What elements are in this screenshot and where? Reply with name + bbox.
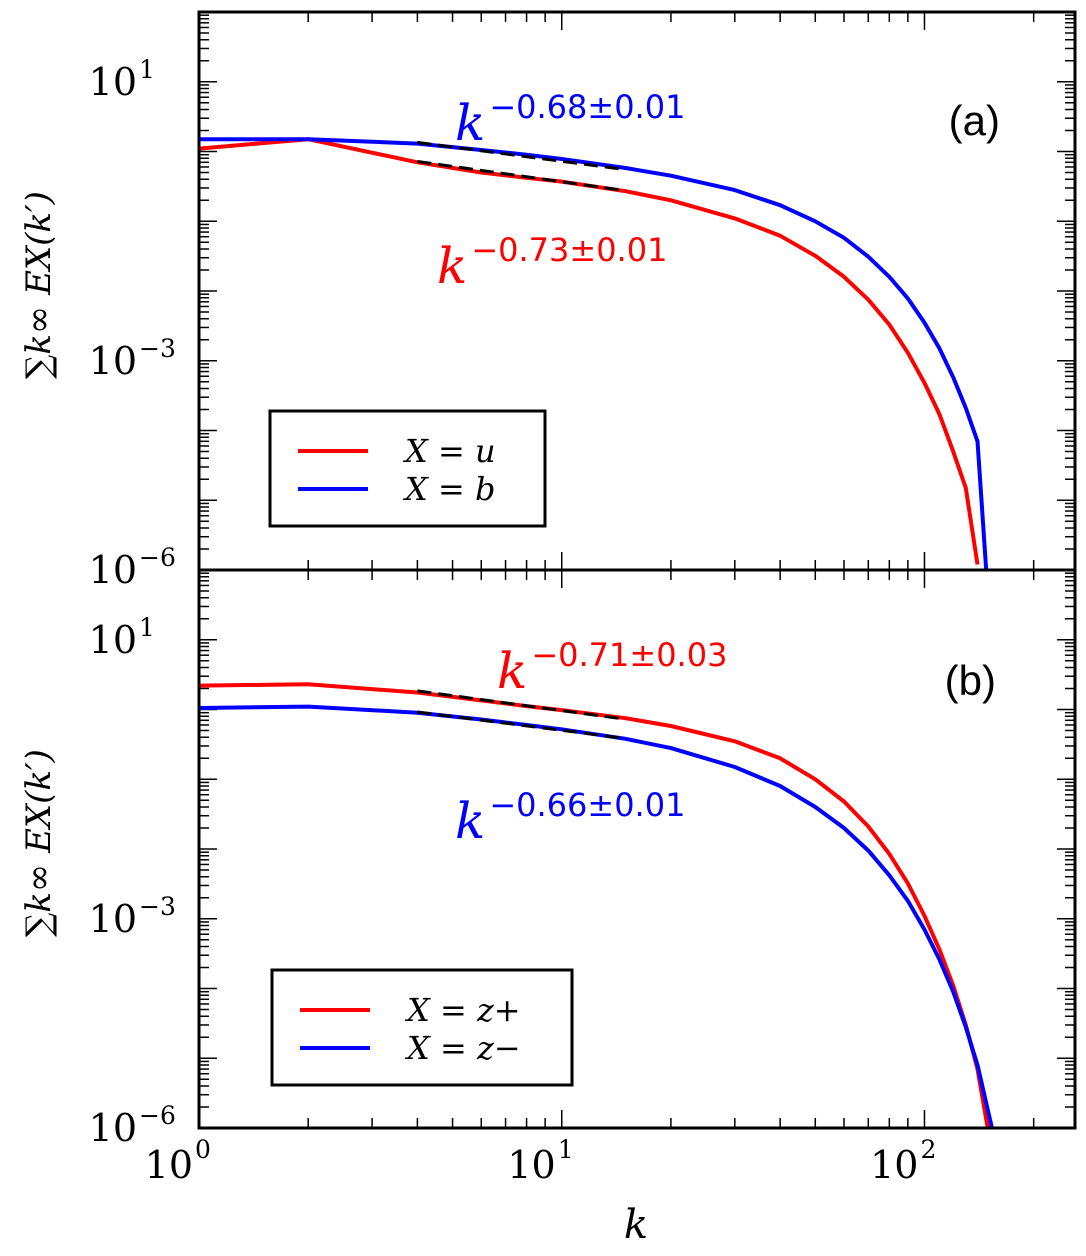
- legend-label-2: X = z−: [404, 1029, 521, 1067]
- series-group: [199, 137, 989, 570]
- fit-annotation-2: k −0.66±0.01: [455, 786, 685, 850]
- fit-annotation-base: k: [455, 792, 485, 850]
- y-tick-label-exponent: −6: [139, 1101, 176, 1130]
- legend-box: [270, 968, 574, 1087]
- x-axis-label: k: [624, 1202, 648, 1248]
- fit-annotation-exponent: −0.71±0.03: [531, 636, 727, 674]
- fit-annotation-base: k: [455, 94, 485, 152]
- y-tick-label-exponent: 1: [139, 55, 155, 84]
- x-tick-label-exponent: 0: [195, 1135, 211, 1164]
- fit-line-2: [417, 710, 626, 740]
- y-tick-label: 10: [89, 897, 137, 941]
- fit-annotation-exponent: −0.66±0.01: [489, 786, 685, 824]
- legend: X = z+X = z−: [270, 968, 574, 1087]
- series-line-1: [199, 137, 980, 565]
- fit-annotation-base: k: [437, 237, 467, 295]
- fit-annotation-exponent: −0.73±0.01: [471, 231, 667, 269]
- x-tick-label: 10: [145, 1143, 193, 1187]
- x-tick-label-exponent: 1: [558, 1135, 574, 1164]
- series-line-2: [199, 704, 994, 1128]
- fit-line-1: [417, 689, 626, 721]
- y-tick-label-exponent: 1: [139, 613, 155, 642]
- panel-label: (a): [949, 97, 1000, 144]
- y-tick-label-exponent: −6: [139, 543, 176, 572]
- fit-line-2: [417, 159, 626, 193]
- series-line-2: [199, 137, 989, 570]
- legend: X = uX = b: [268, 409, 547, 528]
- fit-annotation-1: k −0.71±0.03: [497, 636, 727, 700]
- y-axis-label-b: ∑k∞ EX(k′): [19, 749, 59, 937]
- x-tick-label-exponent: 2: [920, 1135, 936, 1164]
- legend-label-1: X = u: [402, 432, 496, 470]
- fit-annotation-1: k −0.68±0.01: [455, 88, 685, 152]
- panel-b: 10 110 −310 −610 0 10 1 10 2k −0.71±0.03k −0.66±0.…: [89, 568, 1077, 1187]
- axes-frame: [197, 568, 1077, 1130]
- x-tick-label: 10: [507, 1143, 555, 1187]
- y-tick-label-exponent: −3: [139, 892, 176, 921]
- y-axis-label-a: ∑k∞ EX(k′): [19, 191, 59, 379]
- y-tick-label: 10: [89, 60, 137, 104]
- fit-annotation-base: k: [497, 642, 527, 700]
- y-tick-label: 10: [89, 1106, 137, 1150]
- series-group: [199, 682, 994, 1128]
- y-tick-label: 10: [89, 618, 137, 662]
- series-line-1: [199, 682, 990, 1128]
- y-tick-label-exponent: −3: [139, 334, 176, 363]
- y-tick-label: 10: [89, 339, 137, 383]
- fit-line-1: [417, 140, 626, 172]
- legend-label-1: X = z+: [404, 991, 521, 1029]
- fit-annotation-exponent: −0.68±0.01: [489, 88, 685, 126]
- x-tick-label: 10: [870, 1143, 918, 1187]
- fit-annotation-2: k −0.73±0.01: [437, 231, 667, 295]
- legend-label-2: X = b: [402, 470, 495, 508]
- panel-label: (b): [945, 657, 996, 704]
- panel-a: 10 110 −310 −6k −0.68±0.01k −0.73±0.01(a)X = …: [89, 10, 1077, 592]
- y-tick-label: 10: [89, 548, 137, 592]
- legend-box: [268, 409, 547, 528]
